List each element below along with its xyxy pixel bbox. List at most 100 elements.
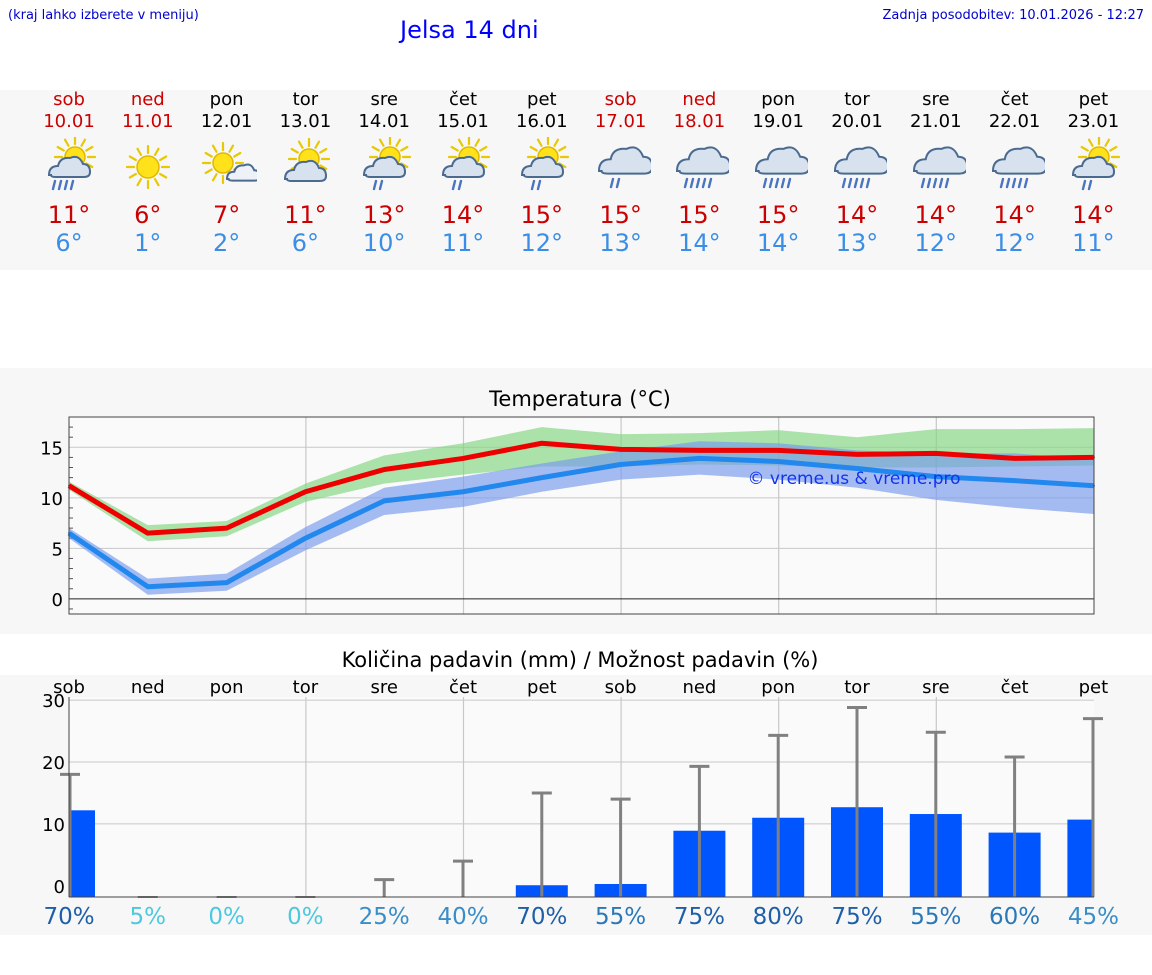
precipitation-panel [0,675,1152,935]
precipitation-chance: 70% [43,904,95,930]
max-temperature: 15° [678,201,721,229]
min-temperature: 10° [362,229,406,257]
precipitation-chance: 25% [358,904,410,930]
day-column: pon 19.01 15° 14° [739,89,817,257]
day-name: sre [922,89,950,110]
day-name: sob [604,89,637,110]
max-temperature: 14° [1072,201,1115,229]
min-temperature: 12° [993,229,1036,257]
max-temperature: 7° [212,201,241,229]
min-temperature: 6° [291,229,320,257]
day-date: 17.01 [594,111,647,132]
min-temperature: 13° [835,229,879,257]
max-temperature: 15° [756,201,800,229]
cloud-heavy-rain-icon [660,133,738,201]
day-column: pet 16.01 15° 12° [503,89,581,257]
day-name: sob [53,89,85,110]
sun-small-cloud-icon [188,133,266,201]
day-date: 11.01 [122,111,174,132]
precipitation-chance: 80% [752,904,804,930]
max-temperature: 15° [520,201,564,229]
last-update: Zadnja posodobitev: 10.01.2026 - 12:27 [882,8,1144,23]
min-temperature: 6° [55,229,83,257]
max-temperature: 15° [599,201,642,229]
cloud-rain-icon [582,133,660,201]
day-column: sob 17.01 15° 13° [582,89,660,257]
day-column: tor 20.01 14° 13° [818,89,896,257]
day-column: čet 22.01 14° 12° [976,89,1054,257]
cloud-heavy-rain-icon [739,133,817,201]
min-temperature: 12° [520,229,564,257]
day-column: pon 12.01 7° 2° [188,89,266,257]
day-column: ned 11.01 6° 1° [109,89,187,257]
precipitation-chart-title: Količina padavin (mm) / Možnost padavin … [341,648,819,672]
day-date: 10.01 [43,111,95,132]
precipitation-chance: 70% [516,904,568,930]
day-column: čet 15.01 14° 11° [424,89,502,257]
day-column: pet 23.01 14° 11° [1054,89,1132,257]
day-name: ned [682,89,717,110]
day-name: tor [844,89,870,110]
min-temperature: 1° [134,229,162,257]
day-date: 19.01 [752,111,804,132]
day-date: 23.01 [1067,111,1120,132]
sun-cloud-light-rain-icon [424,133,502,201]
location-hint: (kraj lahko izberete v meniju) [8,8,199,23]
day-column: sre 14.01 13° 10° [345,89,423,257]
cloud-heavy-rain-icon [818,133,896,201]
day-date: 20.01 [831,111,883,132]
precipitation-chance: 60% [989,904,1041,930]
sun-cloud-icon [266,133,344,201]
min-temperature: 12° [914,229,958,257]
precipitation-chance: 75% [673,904,725,930]
cloud-heavy-rain-icon [897,133,975,201]
precipitation-chance: 0% [208,904,245,930]
sun-cloud-rain-icon [30,133,108,201]
min-temperature: 14° [756,229,800,257]
max-temperature: 14° [993,201,1036,229]
precipitation-chance: 55% [910,904,962,930]
day-name: pon [209,89,244,110]
sun-icon [109,133,187,201]
cloud-heavy-rain-icon [976,133,1054,201]
day-name: pet [527,89,557,110]
sun-cloud-light-rain-icon [345,133,423,201]
min-temperature: 11° [1072,229,1115,257]
day-name: čet [448,89,478,110]
min-temperature: 14° [678,229,721,257]
max-temperature: 14° [914,201,958,229]
max-temperature: 14° [835,201,879,229]
temperature-chart-title: Temperatura (°C) [489,387,671,411]
day-name: čet [1000,89,1029,110]
precipitation-chance: 40% [437,904,489,930]
day-date: 16.01 [516,111,568,132]
max-temperature: 11° [284,201,327,229]
min-temperature: 11° [441,229,485,257]
day-column: ned 18.01 15° 14° [660,89,738,257]
day-name: ned [130,89,165,110]
day-name: sre [370,89,398,110]
day-date: 13.01 [279,111,332,132]
max-temperature: 11° [47,201,91,229]
day-name: pon [761,89,796,110]
day-column: tor 13.01 11° 6° [266,89,344,257]
min-temperature: 2° [212,229,241,257]
precipitation-chance: 55% [595,904,647,930]
precipitation-chance: 0% [287,904,324,930]
daily-forecast-strip [0,90,1152,270]
max-temperature: 6° [134,201,162,229]
precipitation-chance: 75% [831,904,883,930]
max-temperature: 14° [441,201,485,229]
day-date: 18.01 [673,111,726,132]
day-column: sre 21.01 14° 12° [897,89,975,257]
day-date: 14.01 [358,111,410,132]
day-date: 21.01 [910,111,962,132]
max-temperature: 13° [362,201,406,229]
day-name: tor [292,89,319,110]
precipitation-chance: 45% [1067,904,1119,930]
day-date: 12.01 [200,111,253,132]
page-title: Jelsa 14 dni [400,16,539,44]
day-column: sob 10.01 11° 6° [30,89,108,257]
day-date: 22.01 [988,111,1041,132]
day-date: 15.01 [437,111,489,132]
